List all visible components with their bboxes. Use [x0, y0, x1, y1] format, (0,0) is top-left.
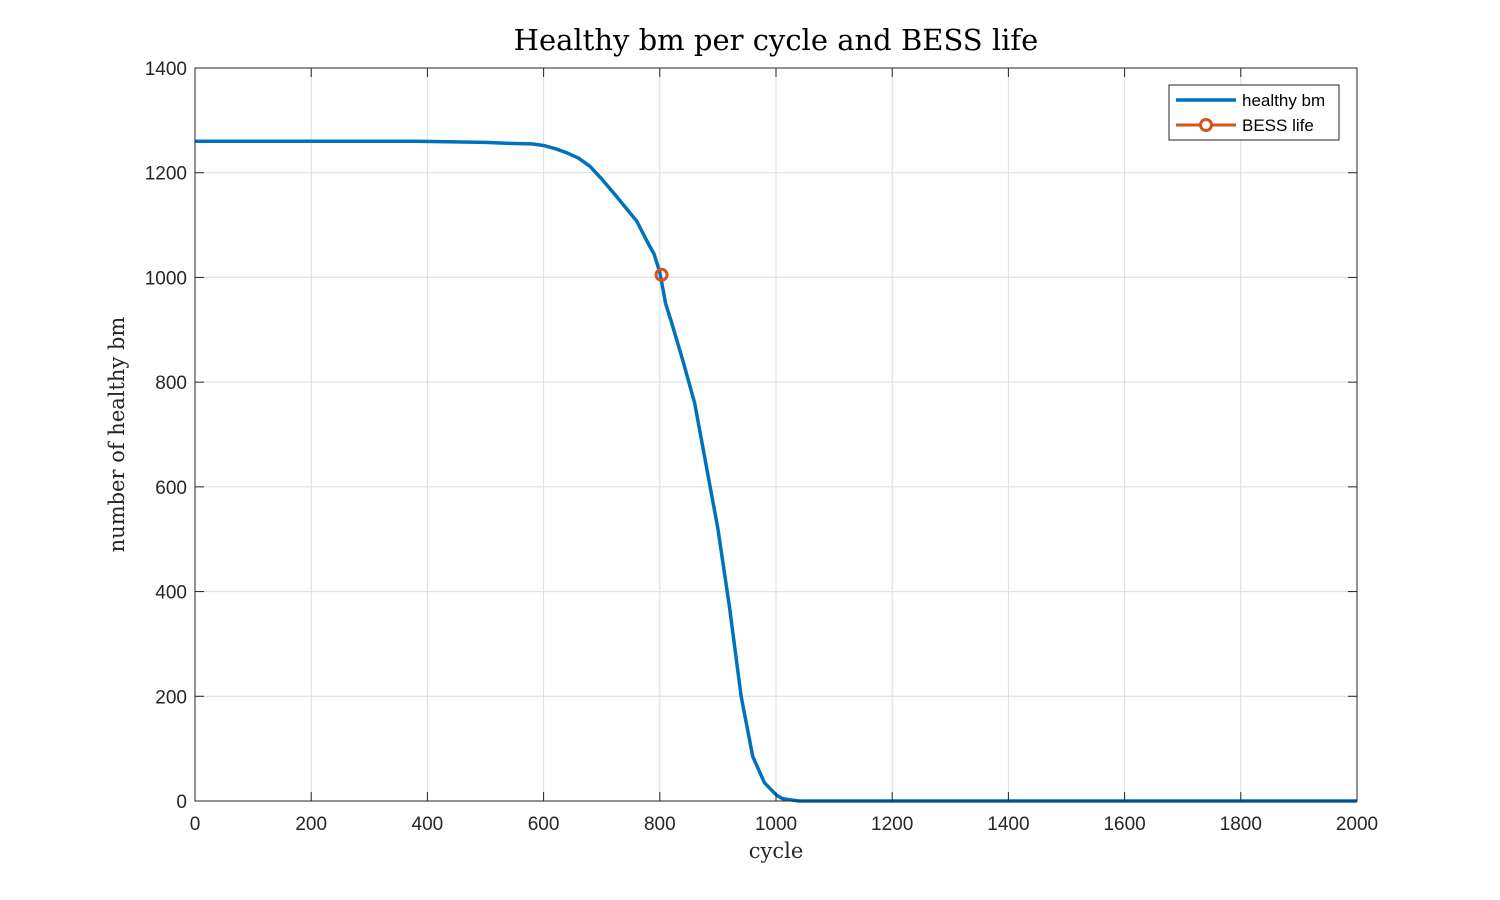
y-tick-label: 600	[155, 478, 187, 499]
x-tick-label: 0	[190, 814, 201, 835]
legend: healthy bm BESS life	[1168, 84, 1340, 141]
x-tick-label: 2000	[1336, 814, 1378, 835]
ticks: 0 200 400 600 800 1000 1200 1400 1600 1800 2000 0 20…	[145, 59, 1378, 835]
x-tick-label: 400	[412, 814, 444, 835]
bess-life-marker	[654, 267, 669, 282]
healthy-bm-line	[195, 139, 1357, 803]
y-tick-label: 800	[155, 373, 187, 394]
y-tick-label: 200	[155, 687, 187, 708]
legend-box	[1168, 84, 1340, 141]
chart-title: Healthy bm per cycle and BESS life	[514, 23, 1039, 57]
x-tick-label: 1200	[871, 814, 913, 835]
x-tick-label: 800	[644, 814, 676, 835]
x-tick-label: 200	[295, 814, 327, 835]
y-tick-label: 400	[155, 583, 187, 604]
plot-area	[195, 139, 1357, 803]
x-tick-label: 1600	[1103, 814, 1145, 835]
y-tick-label: 0	[176, 792, 187, 813]
legend-label-healthy-bm: healthy bm	[1242, 91, 1325, 110]
y-tick-label: 1200	[145, 164, 187, 185]
y-tick-label: 1000	[145, 268, 187, 289]
x-tick-label: 1400	[987, 814, 1029, 835]
y-tick-label: 1400	[145, 59, 187, 80]
legend-marker-bess-life	[1199, 118, 1213, 132]
x-axis-label: cycle	[749, 839, 804, 863]
x-tick-label: 1000	[755, 814, 797, 835]
legend-label-bess-life: BESS life	[1242, 116, 1314, 135]
x-tick-label: 1800	[1220, 814, 1262, 835]
x-tick-label: 600	[528, 814, 560, 835]
y-axis-label: number of healthy bm	[105, 317, 129, 553]
